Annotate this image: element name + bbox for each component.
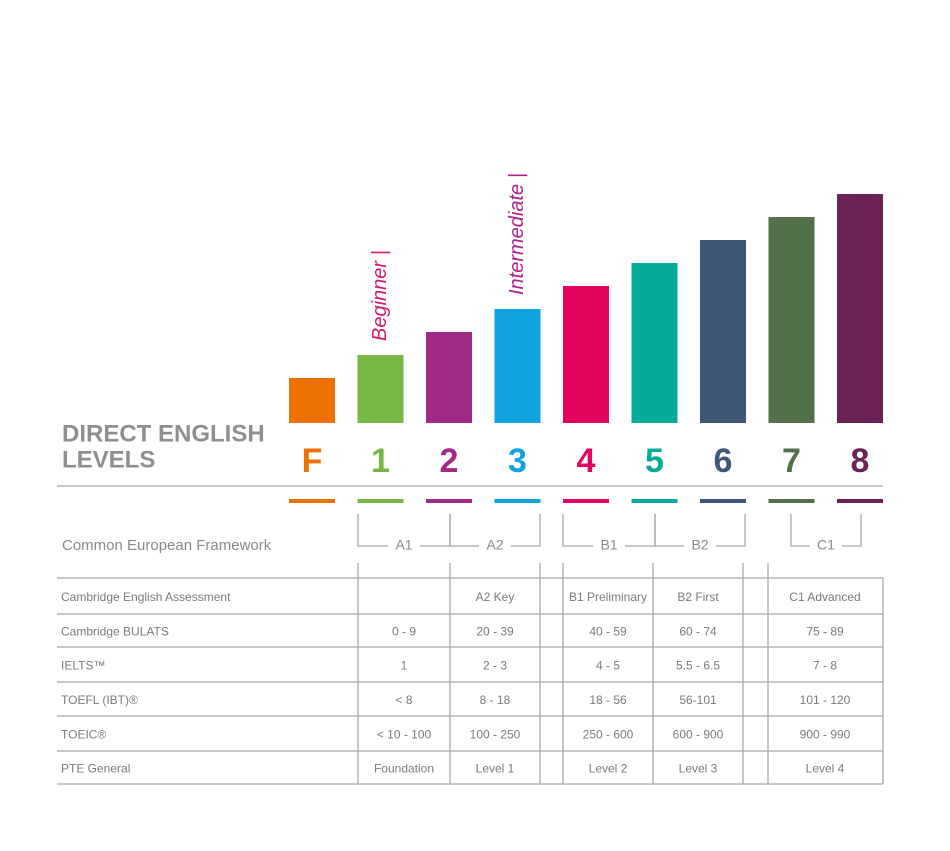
table-cell: C1 Advanced <box>789 590 860 604</box>
annotation: Intermediate | <box>506 173 528 295</box>
level-label: 8 <box>851 442 870 480</box>
level-underline <box>768 499 815 503</box>
table-cell: 0 - 9 <box>392 625 416 639</box>
table-cell: Level 2 <box>589 762 628 776</box>
table-cell: 18 - 56 <box>589 693 627 707</box>
table-cell: 101 - 120 <box>800 693 851 707</box>
level-label: 3 <box>508 442 527 480</box>
table-cell: A2 Key <box>476 590 515 604</box>
framework-label: Common European Framework <box>62 537 272 554</box>
level-label: 4 <box>577 442 596 480</box>
band-label: B2 <box>691 537 708 553</box>
level-bar <box>700 240 746 423</box>
row-label: TOEFL (IBT)® <box>61 693 138 707</box>
table-cell: 250 - 600 <box>583 728 634 742</box>
table-cell: 2 - 3 <box>483 659 507 673</box>
table-cell: Level 3 <box>679 762 718 776</box>
level-underline <box>631 499 678 503</box>
level-label: 1 <box>371 442 390 480</box>
level-label: 2 <box>440 442 459 480</box>
level-bar <box>837 194 883 423</box>
table-cell: < 8 <box>395 693 412 707</box>
level-bar <box>426 332 472 423</box>
row-label: IELTS™ <box>61 659 105 673</box>
level-underline <box>289 499 335 503</box>
table-cell: B2 First <box>677 590 719 604</box>
level-bar <box>631 263 678 423</box>
level-underline <box>563 499 609 503</box>
table-cell: 600 - 900 <box>673 728 724 742</box>
table-cell: 75 - 89 <box>806 625 844 639</box>
band-label: A2 <box>486 537 503 553</box>
level-underline <box>837 499 883 503</box>
table-cell: 60 - 74 <box>679 625 717 639</box>
table-cell: 100 - 250 <box>470 728 521 742</box>
level-label: 7 <box>782 442 801 480</box>
level-label: F <box>302 442 323 480</box>
table-cell: 20 - 39 <box>476 625 514 639</box>
level-label: 5 <box>645 442 664 480</box>
table-cell: 56-101 <box>679 693 717 707</box>
table-cell: 1 <box>401 659 408 673</box>
band-label: A1 <box>395 537 412 553</box>
level-bar <box>768 217 815 423</box>
level-bar <box>289 378 335 423</box>
row-label: Cambridge English Assessment <box>61 590 231 604</box>
level-label: 6 <box>714 442 733 480</box>
table-cell: 8 - 18 <box>480 693 511 707</box>
table-cell: 7 - 8 <box>813 659 837 673</box>
level-bar <box>357 355 404 423</box>
level-underline <box>357 499 404 503</box>
band-label: C1 <box>817 537 835 553</box>
level-bar <box>494 309 541 423</box>
table-cell: 4 - 5 <box>596 659 620 673</box>
level-underline <box>700 499 746 503</box>
bracket <box>449 514 541 547</box>
title-line: DIRECT ENGLISH <box>62 420 265 447</box>
title-line: LEVELS <box>62 446 155 473</box>
table-cell: 40 - 59 <box>589 625 627 639</box>
annotation: Beginner | <box>369 250 391 341</box>
row-label: Cambridge BULATS <box>61 625 169 639</box>
row-label: PTE General <box>61 762 130 776</box>
table-cell: Level 1 <box>476 762 515 776</box>
band-label: B1 <box>600 537 617 553</box>
table-cell: 5.5 - 6.5 <box>676 659 720 673</box>
table-cell: B1 Preliminary <box>569 590 647 604</box>
table-cell: < 10 - 100 <box>377 728 432 742</box>
table-cell: Foundation <box>374 762 434 776</box>
level-underline <box>494 499 541 503</box>
level-underline <box>426 499 472 503</box>
bracket <box>790 514 862 547</box>
level-bar <box>563 286 609 423</box>
bracket <box>654 514 746 547</box>
table-cell: Level 4 <box>806 762 845 776</box>
row-label: TOEIC® <box>61 728 106 742</box>
table-cell: 900 - 990 <box>800 728 851 742</box>
